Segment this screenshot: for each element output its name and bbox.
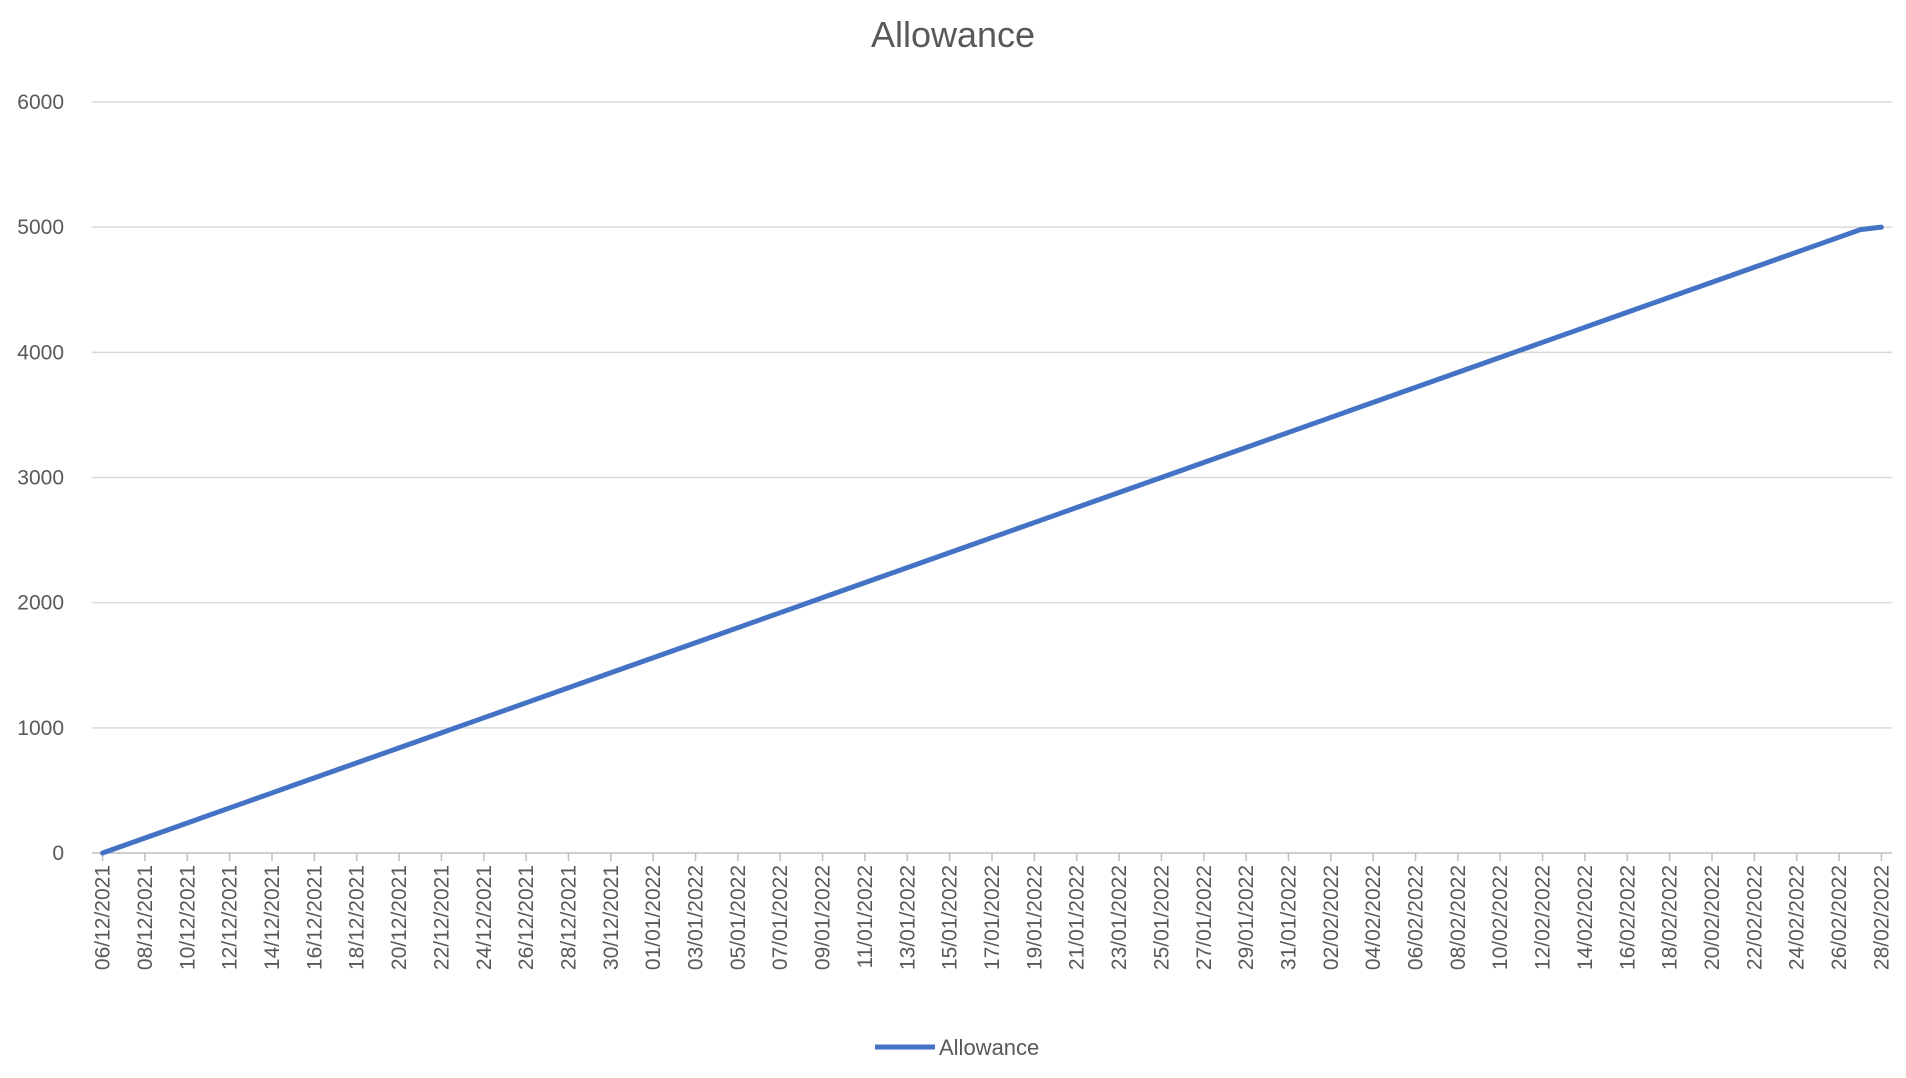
x-tick-label: 14/02/2022 [1574, 865, 1597, 970]
x-tick-label: 25/01/2022 [1150, 865, 1173, 970]
x-tick-label: 19/01/2022 [1023, 865, 1046, 970]
x-tick-label: 17/01/2022 [981, 865, 1004, 970]
x-tick-label: 14/12/2021 [261, 865, 284, 970]
x-tick-label: 09/01/2022 [812, 865, 835, 970]
x-tick-label: 04/02/2022 [1362, 865, 1385, 970]
x-tick-label: 31/01/2022 [1277, 865, 1300, 970]
x-tick-label: 12/02/2022 [1532, 865, 1555, 970]
x-tick-label: 28/02/2022 [1870, 865, 1893, 970]
x-tick-label: 16/12/2021 [303, 865, 326, 970]
x-tick-label: 23/01/2022 [1108, 865, 1131, 970]
x-tick-label: 20/02/2022 [1701, 865, 1724, 970]
x-tick-label: 30/12/2021 [600, 865, 623, 970]
x-tick-label: 15/01/2022 [939, 865, 962, 970]
x-tick-label: 02/02/2022 [1320, 865, 1343, 970]
x-tick-label: 18/12/2021 [346, 865, 369, 970]
x-tick-label: 26/02/2022 [1828, 865, 1851, 970]
series-layer [100, 224, 1884, 856]
y-tick-label: 2000 [17, 592, 64, 615]
x-tick-label: 29/01/2022 [1235, 865, 1258, 970]
y-tick-label: 0 [52, 842, 64, 865]
y-tick-label: 4000 [17, 341, 64, 364]
y-tick-label: 5000 [17, 216, 64, 239]
x-axis-tick-labels: 06/12/2021 08/12/2021 10/12/2021 12/12/2021… [92, 865, 1894, 970]
x-tick-label: 16/02/2022 [1616, 865, 1639, 970]
x-tick-label: 22/12/2021 [430, 865, 453, 970]
x-tick-label: 07/01/2022 [769, 865, 792, 970]
x-axis [92, 852, 1892, 861]
x-tick-label: 10/12/2021 [176, 865, 199, 970]
x-tick-label: 06/12/2021 [92, 865, 115, 970]
series-line-allowance [100, 224, 1884, 856]
x-tick-label: 13/01/2022 [896, 865, 919, 970]
x-tick-label: 24/12/2021 [473, 865, 496, 970]
chart-title: Allowance [870, 14, 1036, 55]
gridlines [92, 101, 1892, 729]
y-axis-tick-labels: 0 1000 2000 3000 4000 5000 6000 [17, 91, 64, 865]
x-tick-label: 22/02/2022 [1743, 865, 1766, 970]
x-tick-label: 05/01/2022 [727, 865, 750, 970]
y-tick-label: 6000 [17, 91, 64, 114]
x-tick-label: 27/01/2022 [1193, 865, 1216, 970]
x-tick-label: 08/12/2021 [134, 865, 157, 970]
x-tick-label: 12/12/2021 [219, 865, 242, 970]
x-tick-label: 18/02/2022 [1659, 865, 1682, 970]
y-tick-label: 3000 [17, 467, 64, 490]
x-tick-label: 20/12/2021 [388, 865, 411, 970]
legend-label: Allowance [939, 1035, 1039, 1060]
x-tick-label: 01/01/2022 [642, 865, 665, 970]
x-tick-label: 24/02/2022 [1786, 865, 1809, 970]
y-tick-label: 1000 [17, 717, 64, 740]
x-tick-label: 10/02/2022 [1489, 865, 1512, 970]
legend: Allowance [875, 1035, 1039, 1060]
x-tick-label: 28/12/2021 [557, 865, 580, 970]
x-tick-label: 06/02/2022 [1405, 865, 1428, 970]
x-tick-label: 03/01/2022 [685, 865, 708, 970]
x-tick-label: 08/02/2022 [1447, 865, 1470, 970]
x-tick-label: 11/01/2022 [854, 865, 877, 969]
x-tick-label: 21/01/2022 [1066, 865, 1089, 970]
x-tick-label: 26/12/2021 [515, 865, 538, 970]
